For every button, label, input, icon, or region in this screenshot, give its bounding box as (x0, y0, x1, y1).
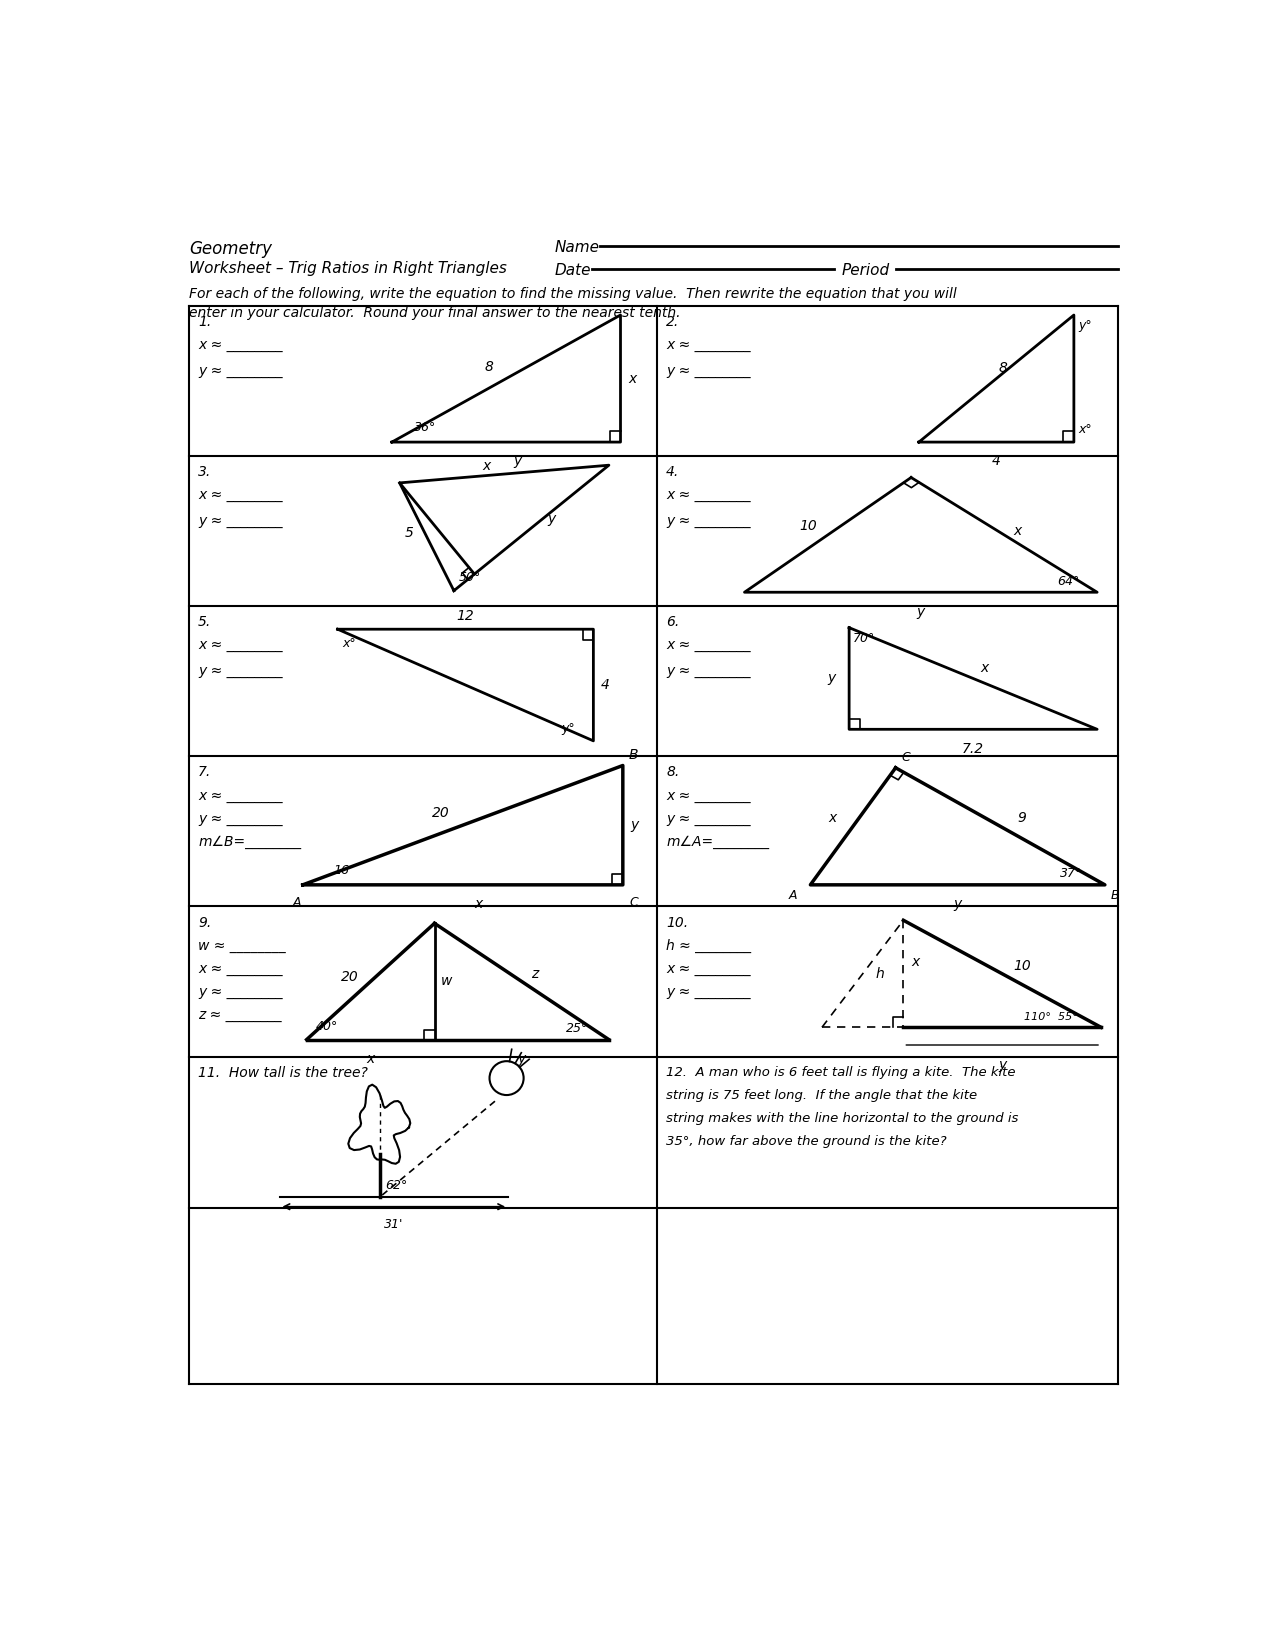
Text: C: C (901, 751, 910, 764)
Text: y ≈ ________: y ≈ ________ (198, 812, 283, 825)
Text: 10: 10 (799, 520, 817, 533)
Text: x: x (829, 812, 836, 825)
Text: y ≈ ________: y ≈ ________ (667, 663, 751, 678)
Text: y: y (827, 672, 835, 685)
Text: x ≈ ________: x ≈ ________ (667, 639, 751, 652)
Text: 3.: 3. (198, 465, 212, 478)
Text: 5.: 5. (198, 615, 212, 629)
Text: y: y (514, 454, 521, 469)
Text: y ≈ ________: y ≈ ________ (198, 513, 283, 528)
Text: 7.: 7. (198, 766, 212, 779)
Text: 4.: 4. (667, 465, 680, 478)
Text: A: A (292, 896, 301, 909)
Text: y ≈ ________: y ≈ ________ (667, 812, 751, 825)
Text: 12.  A man who is 6 feet tall is flying a kite.  The kite: 12. A man who is 6 feet tall is flying a… (667, 1066, 1016, 1079)
Text: x: x (980, 662, 989, 675)
Text: 20: 20 (342, 970, 358, 985)
Text: x ≈ ________: x ≈ ________ (667, 488, 751, 502)
Text: 36°: 36° (413, 421, 436, 434)
Text: y: y (631, 818, 639, 832)
Text: x°: x° (342, 637, 356, 650)
Text: C: C (629, 896, 638, 909)
Text: y ≈ ________: y ≈ ________ (198, 363, 283, 378)
Text: x: x (629, 371, 636, 386)
Text: Name: Name (555, 241, 599, 256)
Text: h: h (875, 967, 884, 980)
Text: 10: 10 (1014, 959, 1030, 974)
Text: y: y (954, 898, 961, 911)
Text: x°: x° (1079, 422, 1093, 436)
Text: x ≈ ________: x ≈ ________ (198, 962, 283, 975)
Text: x: x (1014, 525, 1021, 538)
Text: x ≈ ________: x ≈ ________ (198, 338, 283, 351)
Text: 50°: 50° (459, 571, 481, 584)
Text: 4: 4 (992, 454, 1001, 469)
Text: z ≈ ________: z ≈ ________ (198, 1008, 282, 1021)
Text: y: y (548, 512, 556, 526)
Text: 35°, how far above the ground is the kite?: 35°, how far above the ground is the kit… (667, 1135, 947, 1148)
Text: y ≈ ________: y ≈ ________ (667, 513, 751, 528)
Text: 40°: 40° (316, 1020, 338, 1033)
Text: 11.  How tall is the tree?: 11. How tall is the tree? (198, 1066, 368, 1079)
Text: For each of the following, write the equation to find the missing value.  Then r: For each of the following, write the equ… (189, 287, 956, 300)
Text: 62°: 62° (385, 1180, 407, 1191)
Text: x: x (482, 459, 491, 474)
Text: y ≈ ________: y ≈ ________ (198, 663, 283, 678)
Text: z: z (530, 967, 538, 980)
Text: x: x (474, 898, 482, 911)
Text: Date: Date (555, 264, 592, 279)
Text: Period: Period (842, 264, 890, 279)
Text: string makes with the line horizontal to the ground is: string makes with the line horizontal to… (667, 1112, 1019, 1125)
Text: x: x (366, 1053, 375, 1066)
Text: 37°: 37° (1060, 868, 1082, 879)
Text: 9: 9 (1017, 812, 1026, 825)
Text: 1.: 1. (198, 315, 212, 328)
Text: y: y (917, 604, 924, 619)
Text: 8: 8 (484, 360, 493, 375)
Text: x ≈ ________: x ≈ ________ (198, 488, 283, 502)
Text: 110°  55°: 110° 55° (1024, 1011, 1077, 1021)
Text: y ≈ ________: y ≈ ________ (198, 985, 283, 998)
Text: 6.: 6. (667, 615, 680, 629)
Text: y: y (518, 1053, 525, 1066)
Text: enter in your calculator.  Round your final answer to the nearest tenth.: enter in your calculator. Round your fin… (189, 305, 681, 320)
Text: 4: 4 (601, 678, 609, 691)
Text: 16: 16 (334, 865, 349, 878)
Text: x ≈ ________: x ≈ ________ (667, 789, 751, 802)
Text: 12: 12 (456, 609, 474, 624)
Text: 20: 20 (432, 807, 450, 820)
Text: y ≈ ________: y ≈ ________ (667, 363, 751, 378)
Text: string is 75 feet long.  If the angle that the kite: string is 75 feet long. If the angle tha… (667, 1089, 978, 1102)
Text: 64°: 64° (1057, 574, 1079, 587)
Text: 10.: 10. (667, 916, 689, 929)
Text: m∠A=________: m∠A=________ (667, 835, 769, 848)
Text: A: A (789, 889, 798, 901)
Text: 7.2: 7.2 (963, 741, 984, 756)
Text: x ≈ ________: x ≈ ________ (198, 639, 283, 652)
Text: 8: 8 (998, 361, 1007, 376)
Text: 9.: 9. (198, 916, 212, 929)
Text: B: B (629, 747, 639, 762)
Text: w: w (441, 975, 453, 988)
Text: w ≈ ________: w ≈ ________ (198, 939, 286, 952)
Text: m∠B=________: m∠B=________ (198, 835, 301, 848)
Text: 25°: 25° (566, 1021, 589, 1035)
Text: x: x (912, 955, 919, 969)
Text: B: B (1111, 889, 1119, 901)
Text: h ≈ ________: h ≈ ________ (667, 939, 751, 954)
Text: 31': 31' (384, 1218, 403, 1231)
Text: 70°: 70° (853, 632, 875, 645)
Text: y: y (998, 1058, 1006, 1072)
Text: x ≈ ________: x ≈ ________ (198, 789, 283, 802)
Text: 5: 5 (405, 526, 414, 540)
Text: x ≈ ________: x ≈ ________ (667, 338, 751, 351)
Text: y ≈ ________: y ≈ ________ (667, 985, 751, 998)
Text: x ≈ ________: x ≈ ________ (667, 962, 751, 975)
Text: Worksheet – Trig Ratios in Right Triangles: Worksheet – Trig Ratios in Right Triangl… (189, 261, 506, 276)
Text: Geometry: Geometry (189, 241, 272, 259)
Text: y°: y° (1079, 318, 1093, 332)
Text: y°: y° (561, 721, 575, 734)
Text: 8.: 8. (667, 766, 680, 779)
Text: 2.: 2. (667, 315, 680, 328)
